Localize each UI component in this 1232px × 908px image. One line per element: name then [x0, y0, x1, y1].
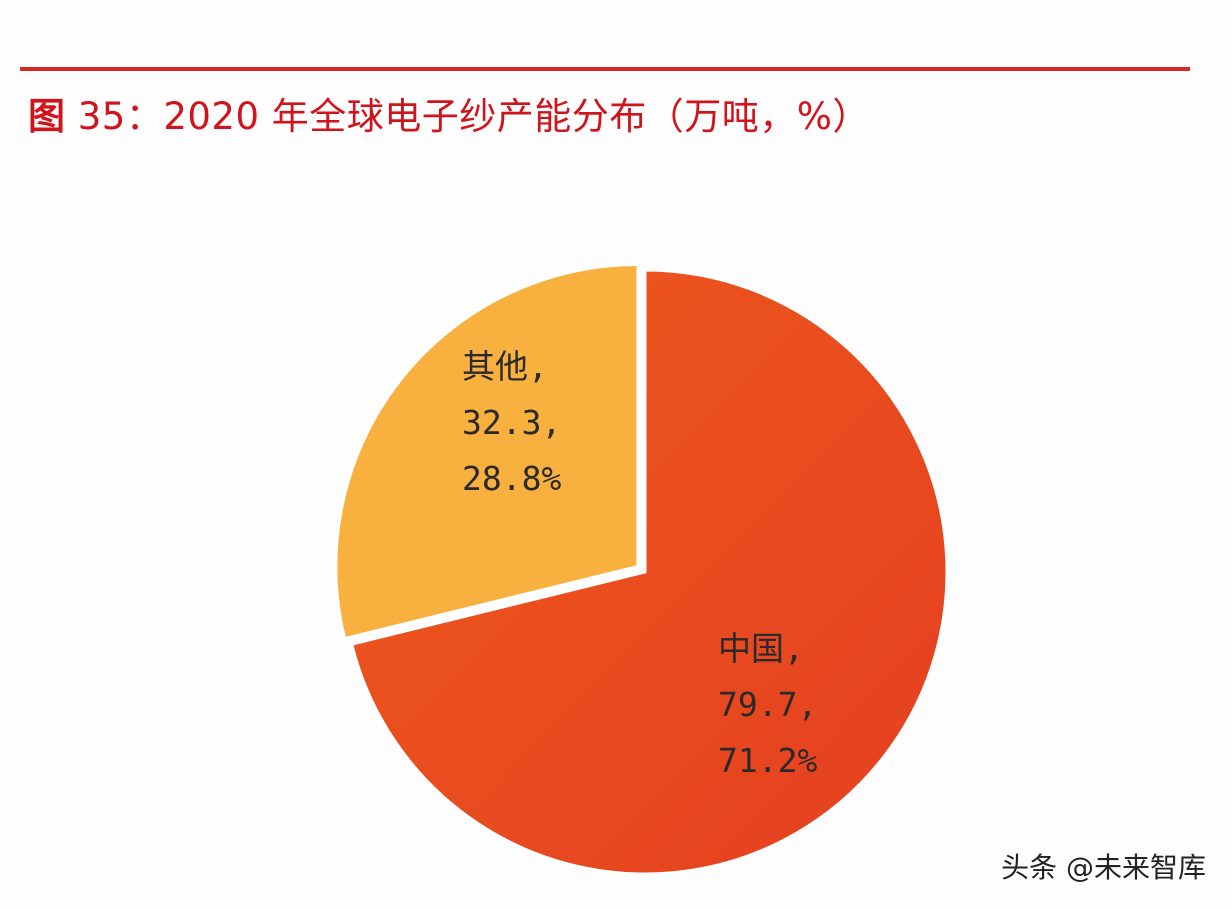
chart-title: 图 35：2020 年全球电子纱产能分布（万吨，%）: [28, 86, 870, 140]
slice-label-name: 其他,: [462, 347, 548, 386]
title-text: 35：2020 年全球电子纱产能分布（万吨，%）: [77, 95, 870, 138]
slice-label-value: 32.3,: [462, 403, 561, 442]
pie-slice-other: [334, 262, 640, 641]
pie-slice-china: [349, 268, 949, 876]
slice-label-name: 中国,: [718, 629, 804, 668]
figure-prefix: 图: [28, 95, 66, 138]
slice-label-value: 79.7,: [718, 685, 817, 724]
title-rule: [20, 67, 1190, 71]
watermark: 头条 @未来智库: [1001, 851, 1206, 884]
slice-label-percent: 28.8%: [462, 459, 561, 498]
slice-label-percent: 71.2%: [718, 741, 817, 780]
